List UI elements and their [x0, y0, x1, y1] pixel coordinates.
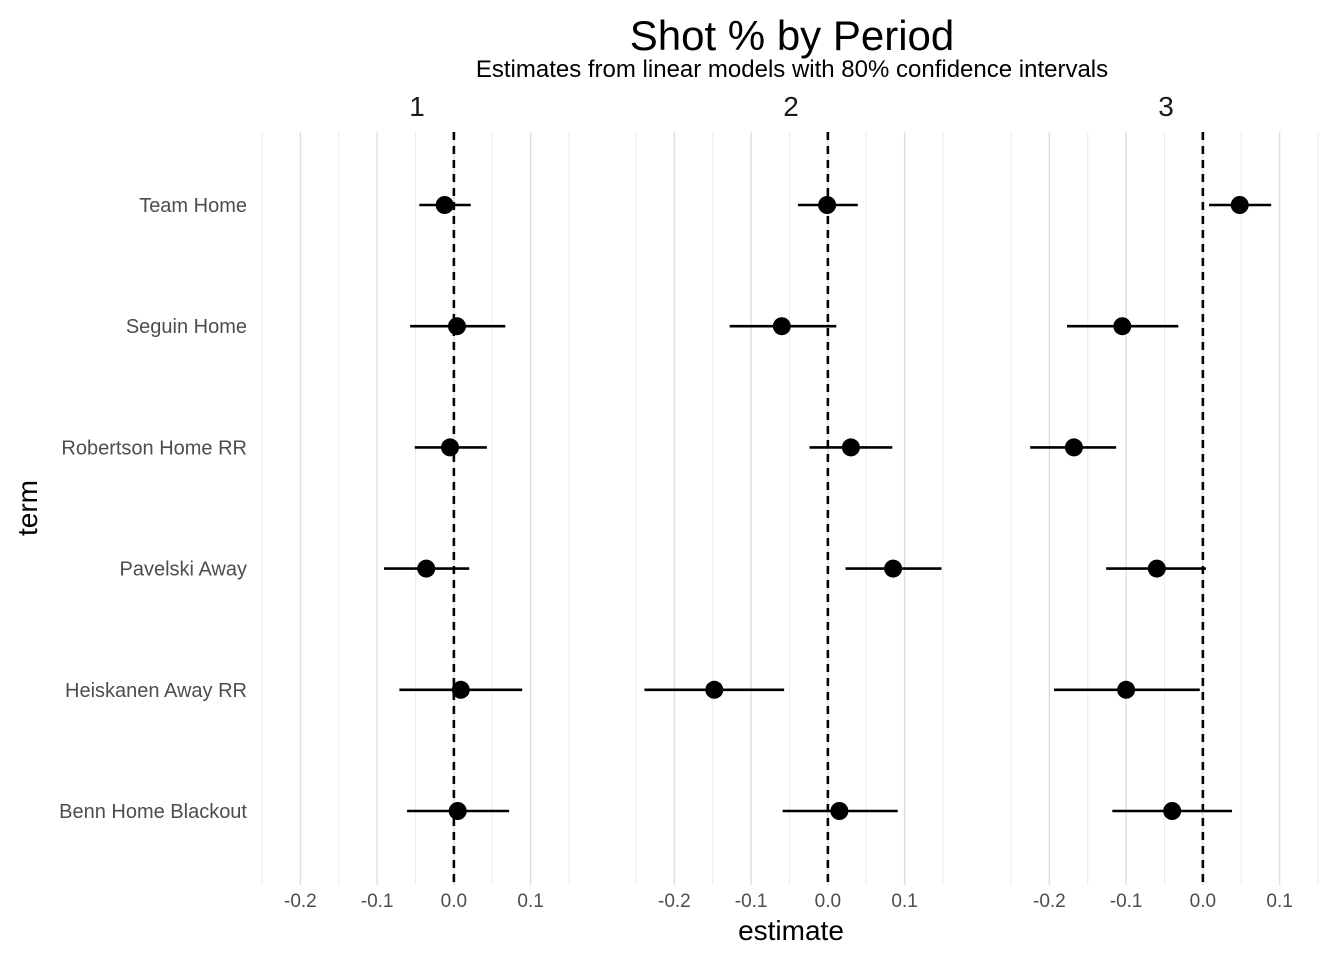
x-tick-label: 0.1 [1266, 891, 1292, 912]
estimate-point [705, 680, 724, 699]
x-tick-label: 0.1 [517, 891, 543, 912]
chart-subtitle: Estimates from linear models with 80% co… [476, 56, 1108, 83]
y-tick-label: Pavelski Away [120, 559, 247, 581]
y-tick-label: Benn Home Blackout [59, 801, 247, 823]
estimate-point [1064, 438, 1083, 457]
x-tick-label: 0.0 [815, 891, 841, 912]
x-axis-title: estimate [738, 915, 844, 946]
estimate-point [417, 559, 436, 578]
estimate-point [451, 680, 470, 699]
x-tick-label: -0.1 [1110, 891, 1143, 912]
x-tick-label: 0.0 [441, 891, 467, 912]
y-axis-title: term [12, 480, 43, 536]
term-labels: Team Home Seguin Home Robertson Home RR Pav… [59, 195, 247, 823]
y-tick-label: Heiskanen Away RR [65, 680, 247, 702]
x-tick-label: -0.2 [1033, 891, 1066, 912]
x-tick-label: -0.2 [658, 891, 691, 912]
facet-panel: -0.2 -0.1 0.0 0.1 1 [261, 91, 570, 912]
x-tick-label: -0.2 [284, 891, 317, 912]
facet-panel: -0.2 -0.1 0.0 0.1 3 [1010, 91, 1319, 912]
estimate-point [830, 802, 849, 820]
estimate-point [772, 317, 791, 336]
facet-panels: -0.2 -0.1 0.0 0.1 1 -0.2 -0.1 0.0 0.1 2 -0.2 -0.1 0.… [261, 91, 1319, 912]
estimate-point [841, 438, 860, 457]
y-tick-label: Seguin Home [126, 316, 247, 338]
facet-label: 1 [409, 91, 425, 122]
estimate-point [1230, 196, 1249, 214]
x-tick-label: 0.1 [891, 891, 917, 912]
chart-title: Shot % by Period [630, 12, 955, 59]
estimate-point [447, 317, 466, 336]
facet-label: 2 [783, 91, 799, 122]
facet-panel: -0.2 -0.1 0.0 0.1 2 [635, 91, 944, 912]
y-tick-label: Team Home [139, 195, 247, 217]
estimate-point [448, 802, 467, 820]
estimate-point [1147, 559, 1166, 578]
estimate-point [441, 438, 460, 457]
estimate-point [1113, 317, 1132, 336]
y-tick-label: Robertson Home RR [61, 437, 247, 459]
x-tick-label: 0.0 [1190, 891, 1216, 912]
estimate-point [1163, 802, 1182, 820]
x-tick-label: -0.1 [361, 891, 394, 912]
estimate-point [818, 196, 837, 214]
x-tick-label: -0.1 [735, 891, 768, 912]
facet-label: 3 [1158, 91, 1174, 122]
estimate-point [1117, 680, 1136, 699]
estimate-point [435, 196, 454, 214]
estimate-point [884, 559, 903, 578]
